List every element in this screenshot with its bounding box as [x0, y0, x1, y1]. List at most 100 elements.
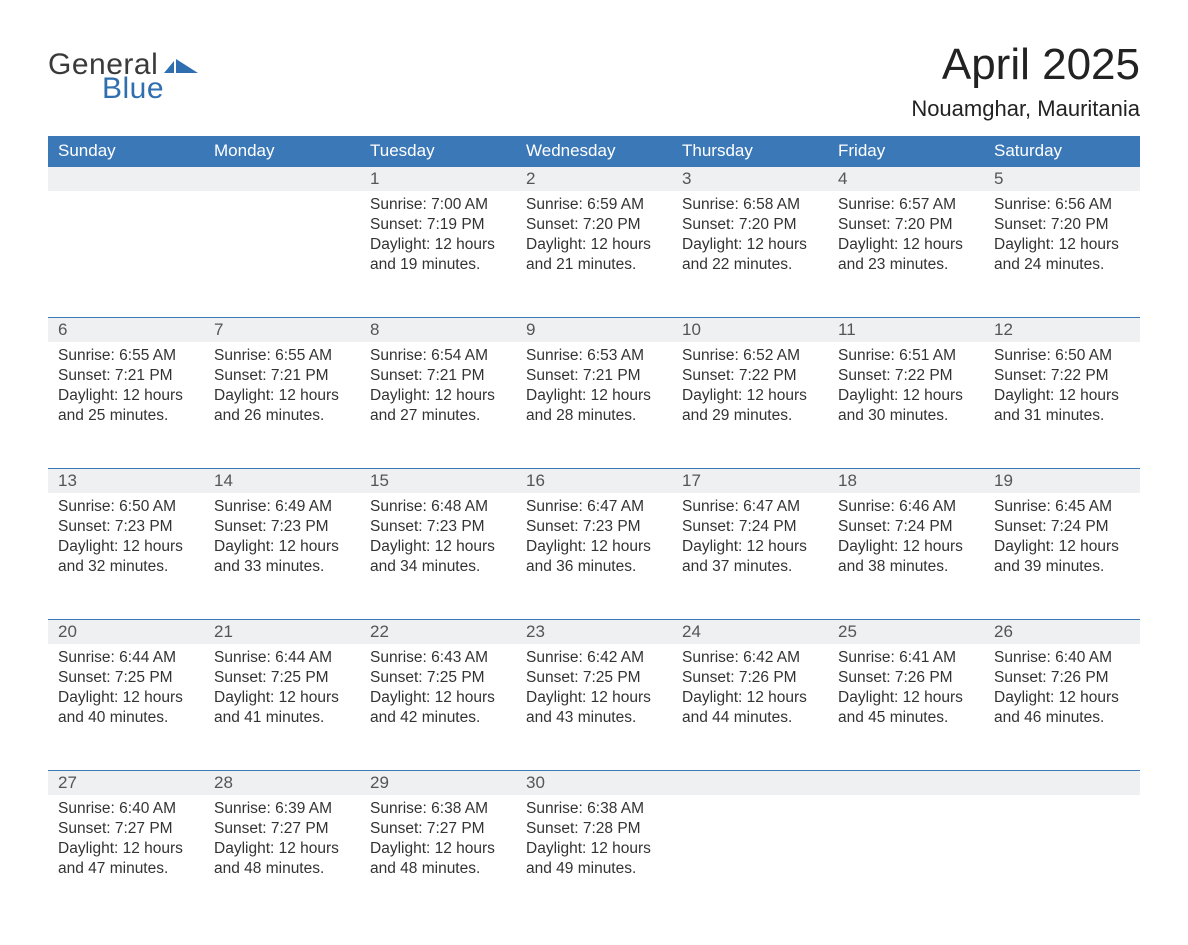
day-number: 30 — [516, 771, 672, 795]
sunrise-text: Sunrise: 6:55 AM — [214, 346, 350, 366]
day-cell: Sunrise: 6:46 AMSunset: 7:24 PMDaylight:… — [828, 493, 984, 595]
sunset-text: Sunset: 7:20 PM — [682, 215, 818, 235]
day1-text: Daylight: 12 hours — [370, 839, 506, 859]
day-cell: Sunrise: 6:40 AMSunset: 7:27 PMDaylight:… — [48, 795, 204, 897]
day-number: 8 — [360, 318, 516, 342]
sunrise-text: Sunrise: 6:50 AM — [58, 497, 194, 517]
day2-text: and 39 minutes. — [994, 557, 1130, 577]
day-cell: Sunrise: 6:51 AMSunset: 7:22 PMDaylight:… — [828, 342, 984, 444]
day2-text: and 34 minutes. — [370, 557, 506, 577]
day-cell: Sunrise: 6:40 AMSunset: 7:26 PMDaylight:… — [984, 644, 1140, 746]
day2-text: and 49 minutes. — [526, 859, 662, 879]
day1-text: Daylight: 12 hours — [370, 537, 506, 557]
day1-text: Daylight: 12 hours — [526, 688, 662, 708]
sunset-text: Sunset: 7:25 PM — [58, 668, 194, 688]
day-number: 15 — [360, 469, 516, 493]
col-header: Tuesday — [360, 136, 516, 167]
sunrise-text: Sunrise: 6:44 AM — [58, 648, 194, 668]
day-cell: Sunrise: 6:38 AMSunset: 7:27 PMDaylight:… — [360, 795, 516, 897]
day2-text: and 41 minutes. — [214, 708, 350, 728]
day-number — [48, 167, 204, 191]
sunrise-text: Sunrise: 6:56 AM — [994, 195, 1130, 215]
day-cell: Sunrise: 6:42 AMSunset: 7:26 PMDaylight:… — [672, 644, 828, 746]
day1-text: Daylight: 12 hours — [58, 688, 194, 708]
day-cell: Sunrise: 6:52 AMSunset: 7:22 PMDaylight:… — [672, 342, 828, 444]
sunset-text: Sunset: 7:28 PM — [526, 819, 662, 839]
sunset-text: Sunset: 7:27 PM — [214, 819, 350, 839]
col-header: Friday — [828, 136, 984, 167]
day-number: 21 — [204, 620, 360, 644]
day-number-row: 6789101112 — [48, 317, 1140, 342]
sunrise-text: Sunrise: 6:47 AM — [682, 497, 818, 517]
sunset-text: Sunset: 7:24 PM — [994, 517, 1130, 537]
day-cell — [204, 191, 360, 293]
sunrise-text: Sunrise: 6:50 AM — [994, 346, 1130, 366]
day-cell: Sunrise: 6:48 AMSunset: 7:23 PMDaylight:… — [360, 493, 516, 595]
sunrise-text: Sunrise: 6:55 AM — [58, 346, 194, 366]
col-header: Wednesday — [516, 136, 672, 167]
sunrise-text: Sunrise: 6:44 AM — [214, 648, 350, 668]
day2-text: and 31 minutes. — [994, 406, 1130, 426]
day-cell: Sunrise: 7:00 AMSunset: 7:19 PMDaylight:… — [360, 191, 516, 293]
day2-text: and 48 minutes. — [214, 859, 350, 879]
day-cell: Sunrise: 6:54 AMSunset: 7:21 PMDaylight:… — [360, 342, 516, 444]
day-number: 29 — [360, 771, 516, 795]
day-number: 1 — [360, 167, 516, 191]
day1-text: Daylight: 12 hours — [526, 839, 662, 859]
sunset-text: Sunset: 7:21 PM — [370, 366, 506, 386]
day-number: 12 — [984, 318, 1140, 342]
day1-text: Daylight: 12 hours — [370, 688, 506, 708]
day1-text: Daylight: 12 hours — [214, 839, 350, 859]
sunrise-text: Sunrise: 6:48 AM — [370, 497, 506, 517]
day2-text: and 25 minutes. — [58, 406, 194, 426]
day2-text: and 30 minutes. — [838, 406, 974, 426]
day-number: 27 — [48, 771, 204, 795]
day-number: 25 — [828, 620, 984, 644]
day-number: 5 — [984, 167, 1140, 191]
day-cell: Sunrise: 6:41 AMSunset: 7:26 PMDaylight:… — [828, 644, 984, 746]
sunrise-text: Sunrise: 6:43 AM — [370, 648, 506, 668]
sunset-text: Sunset: 7:26 PM — [682, 668, 818, 688]
day-cell: Sunrise: 6:38 AMSunset: 7:28 PMDaylight:… — [516, 795, 672, 897]
day1-text: Daylight: 12 hours — [994, 537, 1130, 557]
day-cell: Sunrise: 6:44 AMSunset: 7:25 PMDaylight:… — [48, 644, 204, 746]
sunset-text: Sunset: 7:22 PM — [682, 366, 818, 386]
day2-text: and 33 minutes. — [214, 557, 350, 577]
day1-text: Daylight: 12 hours — [682, 235, 818, 255]
day-number: 3 — [672, 167, 828, 191]
sunset-text: Sunset: 7:19 PM — [370, 215, 506, 235]
day-cell: Sunrise: 6:59 AMSunset: 7:20 PMDaylight:… — [516, 191, 672, 293]
day-number: 4 — [828, 167, 984, 191]
sunset-text: Sunset: 7:20 PM — [838, 215, 974, 235]
sunrise-text: Sunrise: 6:54 AM — [370, 346, 506, 366]
day-number: 6 — [48, 318, 204, 342]
top-bar: General Blue April 2025 Nouamghar, Mauri… — [48, 40, 1140, 122]
sunset-text: Sunset: 7:23 PM — [214, 517, 350, 537]
day2-text: and 46 minutes. — [994, 708, 1130, 728]
logo-word-2: Blue — [102, 72, 164, 106]
sunrise-text: Sunrise: 6:41 AM — [838, 648, 974, 668]
week-row: Sunrise: 6:55 AMSunset: 7:21 PMDaylight:… — [48, 342, 1140, 444]
day1-text: Daylight: 12 hours — [526, 235, 662, 255]
day-number: 28 — [204, 771, 360, 795]
sunrise-text: Sunrise: 6:38 AM — [526, 799, 662, 819]
day1-text: Daylight: 12 hours — [526, 386, 662, 406]
day-cell: Sunrise: 6:50 AMSunset: 7:22 PMDaylight:… — [984, 342, 1140, 444]
day2-text: and 28 minutes. — [526, 406, 662, 426]
day1-text: Daylight: 12 hours — [838, 235, 974, 255]
day2-text: and 26 minutes. — [214, 406, 350, 426]
sunset-text: Sunset: 7:25 PM — [214, 668, 350, 688]
day-cell: Sunrise: 6:39 AMSunset: 7:27 PMDaylight:… — [204, 795, 360, 897]
day1-text: Daylight: 12 hours — [682, 537, 818, 557]
day2-text: and 29 minutes. — [682, 406, 818, 426]
day2-text: and 44 minutes. — [682, 708, 818, 728]
week-row: Sunrise: 6:50 AM Sunset: 7:23 PM Daylight:… — [48, 493, 1140, 595]
day1-text: Daylight: 12 hours — [370, 386, 506, 406]
day1-text: Daylight: 12 hours — [526, 537, 662, 557]
day1-text: Daylight: 12 hours — [682, 386, 818, 406]
day-cell — [828, 795, 984, 897]
day-cell: Sunrise: 6:56 AMSunset: 7:20 PMDaylight:… — [984, 191, 1140, 293]
day-number-row: 27282930 — [48, 770, 1140, 795]
sunrise-text: Sunrise: 6:52 AM — [682, 346, 818, 366]
day-number: 16 — [516, 469, 672, 493]
